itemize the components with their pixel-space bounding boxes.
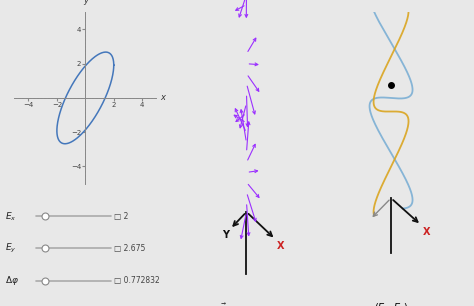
Text: x: x (161, 93, 166, 103)
Text: X: X (277, 241, 284, 251)
Text: □ 0.772832: □ 0.772832 (114, 276, 160, 285)
Text: $\vec{E}(x, y, z, t_0)$: $\vec{E}(x, y, z, t_0)$ (219, 301, 274, 306)
Text: X: X (423, 227, 430, 237)
Text: $\Delta\varphi$: $\Delta\varphi$ (5, 274, 19, 287)
Text: $E_x$: $E_x$ (5, 210, 16, 222)
Text: □ 2: □ 2 (114, 212, 128, 221)
Text: $(E_x, E_y)$: $(E_x, E_y)$ (374, 301, 409, 306)
Text: $E_y$: $E_y$ (5, 242, 16, 255)
Text: Y: Y (222, 230, 229, 240)
Text: □ 2.675: □ 2.675 (114, 244, 146, 253)
Text: y: y (83, 0, 88, 6)
